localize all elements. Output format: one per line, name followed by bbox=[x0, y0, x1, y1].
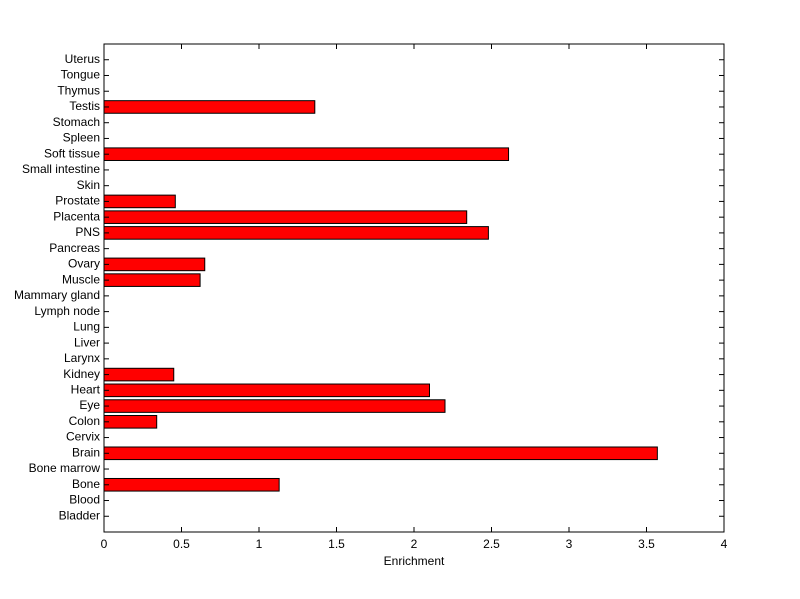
bar bbox=[103, 257, 206, 272]
bar bbox=[103, 226, 489, 240]
bar bbox=[103, 273, 201, 287]
y-tick-label: Mammary gland bbox=[14, 288, 100, 302]
bar bbox=[103, 383, 430, 398]
bar bbox=[103, 477, 280, 492]
y-tick-label: Eye bbox=[79, 398, 100, 412]
y-tick-label: Blood bbox=[69, 493, 100, 507]
y-tick-label: Muscle bbox=[62, 272, 100, 286]
y-tick-label: Stomach bbox=[53, 115, 100, 129]
y-tick-label: Lymph node bbox=[34, 304, 100, 318]
bar bbox=[103, 446, 658, 461]
x-tick-label: 3 bbox=[566, 537, 573, 551]
y-tick-label: Small intestine bbox=[22, 162, 100, 176]
x-tick-label: 4 bbox=[721, 537, 728, 551]
y-tick-label: Placenta bbox=[53, 209, 100, 223]
y-tick-label: Soft tissue bbox=[44, 146, 100, 160]
y-tick-label: Cervix bbox=[66, 430, 100, 444]
y-tick-label: Bone bbox=[72, 477, 100, 491]
bar bbox=[103, 194, 176, 209]
y-tick-label: Thymus bbox=[57, 83, 100, 97]
y-tick-label: Uterus bbox=[65, 52, 100, 66]
x-tick-label: 2.5 bbox=[483, 537, 500, 551]
y-tick-label: Tongue bbox=[61, 68, 101, 82]
bar bbox=[103, 367, 175, 382]
bar bbox=[103, 210, 468, 224]
y-tick-label: Colon bbox=[69, 414, 100, 428]
bar bbox=[103, 399, 446, 413]
bar bbox=[103, 415, 158, 429]
y-tick-label: Prostate bbox=[55, 194, 100, 208]
y-tick-label: Spleen bbox=[63, 131, 100, 145]
x-tick-label: 3.5 bbox=[638, 537, 655, 551]
y-tick-label: Ovary bbox=[68, 257, 100, 271]
y-tick-label: Brain bbox=[72, 445, 100, 459]
y-tick-label: Lung bbox=[73, 320, 100, 334]
bar bbox=[103, 147, 510, 161]
y-tick-label: PNS bbox=[75, 225, 100, 239]
x-tick-label: 0 bbox=[101, 537, 108, 551]
y-tick-label: Heart bbox=[71, 382, 101, 396]
x-tick-label: 1.5 bbox=[328, 537, 345, 551]
y-tick-label: Larynx bbox=[64, 351, 100, 365]
x-tick-label: 0.5 bbox=[173, 537, 190, 551]
y-tick-label: Skin bbox=[77, 178, 100, 192]
y-tick-label: Bladder bbox=[59, 508, 100, 522]
y-tick-label: Pancreas bbox=[49, 241, 100, 255]
bar bbox=[103, 100, 316, 114]
x-tick-label: 2 bbox=[411, 537, 418, 551]
y-tick-label: Kidney bbox=[63, 367, 100, 381]
plot-frame bbox=[103, 43, 725, 533]
y-tick-label: Testis bbox=[69, 99, 100, 113]
y-tick-label: Liver bbox=[74, 335, 100, 349]
y-tick-label: Bone marrow bbox=[29, 461, 101, 475]
x-axis-label: Enrichment bbox=[384, 554, 445, 568]
x-tick-label: 1 bbox=[256, 537, 263, 551]
